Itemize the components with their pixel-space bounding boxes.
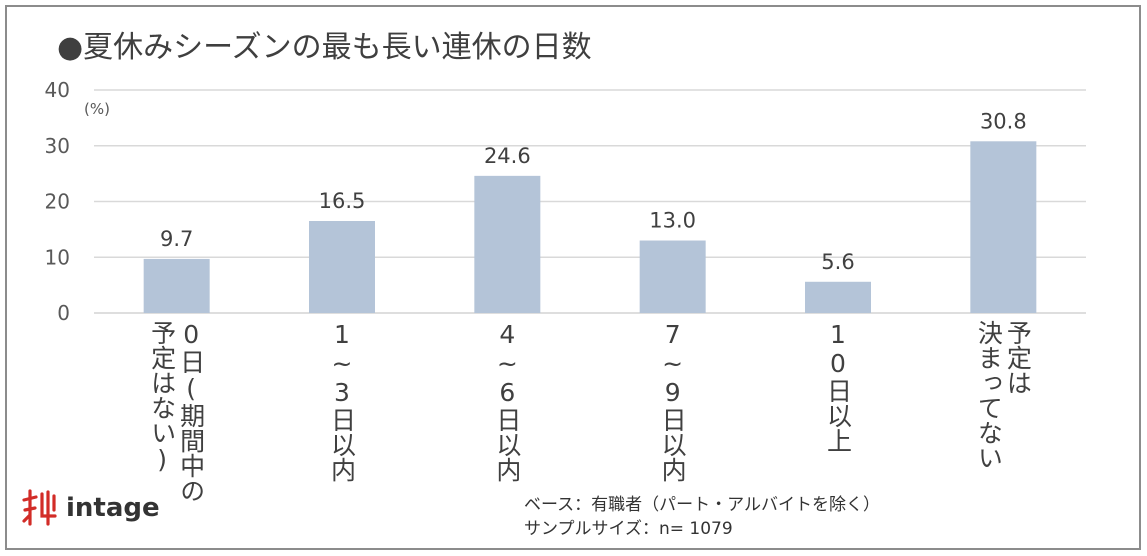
intage-logo: intage xyxy=(22,488,160,528)
chart-title: ●夏休みシーズンの最も長い連休の日数 xyxy=(57,30,592,65)
y-tick-label: 20 xyxy=(45,190,70,214)
bar xyxy=(639,240,706,313)
y-tick-label: 40 xyxy=(45,78,70,102)
bar xyxy=(805,281,871,313)
bar xyxy=(143,258,210,313)
y-tick-label: 0 xyxy=(57,301,70,325)
intage-logo-icon xyxy=(22,489,57,526)
x-tick-label: 7~9日以内 xyxy=(658,320,688,482)
data-label: 16.5 xyxy=(319,189,366,213)
data-label: 13.0 xyxy=(649,209,696,233)
bar xyxy=(970,141,1037,313)
x-tick-label: 0日(期間中の 予定はない) xyxy=(147,320,206,503)
footnote-sample: サンプルサイズ：n= 1079 xyxy=(524,519,733,539)
x-tick-label: 4~6日以内 xyxy=(492,320,522,482)
x-tick-label: 1~3日以内 xyxy=(327,320,357,482)
data-label: 5.6 xyxy=(821,250,854,274)
bar xyxy=(309,221,375,313)
data-label: 30.8 xyxy=(980,109,1027,133)
x-tick-label: 10日以上 xyxy=(823,320,853,453)
bar xyxy=(474,175,541,313)
footnote-base: ベース：有職者（パート・アルバイトを除く） xyxy=(524,495,880,515)
data-label: 9.7 xyxy=(160,227,193,251)
logo-text: intage xyxy=(66,493,160,523)
y-tick-label: 30 xyxy=(45,134,70,158)
y-tick-label: 10 xyxy=(45,245,70,269)
unit-label: (%) xyxy=(84,100,110,118)
data-label: 24.6 xyxy=(484,144,531,168)
x-tick-label: 予定は 決まってない xyxy=(974,320,1033,470)
